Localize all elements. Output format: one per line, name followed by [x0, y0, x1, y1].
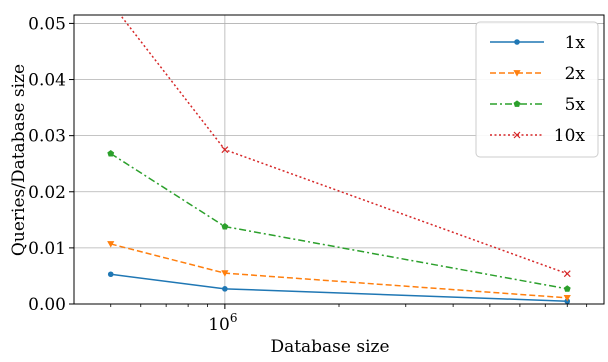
y-tick-label: 0.00 — [28, 295, 66, 315]
series-line — [110, 273, 568, 302]
legend-entry: 10x — [490, 126, 585, 146]
series-5x — [107, 150, 571, 292]
y-tick-label: 0.01 — [28, 239, 66, 259]
x-tick-label: 106 — [208, 311, 237, 335]
legend-marker — [513, 100, 521, 107]
legend-marker — [513, 131, 521, 139]
series-line — [110, 152, 568, 290]
y-tick-label: 0.02 — [28, 183, 66, 203]
legend-entry: 5x — [490, 95, 585, 115]
legend-marker — [513, 70, 521, 77]
data-point — [563, 270, 571, 278]
series-1x — [107, 271, 571, 304]
x-axis-label: Database size — [270, 337, 389, 357]
y-tick-label: 0.03 — [28, 127, 66, 147]
axis-ticks: 0.00 0.01 0.02 0.03 0.04 0.05 106 — [28, 14, 588, 335]
data-point — [563, 285, 571, 292]
x-tick-exponent: 6 — [230, 311, 238, 325]
legend-label: 1x — [565, 33, 586, 53]
series-line — [110, 243, 568, 299]
data-point — [107, 271, 114, 278]
y-axis-label: Queries/Database size — [9, 64, 29, 256]
series-10x — [108, 0, 571, 278]
legend-label: 5x — [565, 95, 586, 115]
x-tick-base: 10 — [208, 315, 230, 335]
legend-entry: 2x — [490, 64, 585, 84]
data-point — [221, 270, 229, 277]
y-tick-label: 0.05 — [28, 14, 66, 34]
y-tick-label: 0.04 — [28, 71, 66, 91]
data-point — [222, 286, 228, 292]
legend-label: 10x — [554, 126, 586, 146]
data-point — [563, 294, 571, 302]
legend-marker — [514, 39, 520, 45]
data-point — [221, 222, 229, 230]
series-2x — [107, 241, 571, 302]
data-point — [107, 150, 115, 157]
legend: 1x 2x 5x 10x — [475, 21, 599, 158]
legend-entry: 1x — [490, 33, 585, 53]
data-point — [107, 241, 115, 248]
legend-label: 2x — [565, 64, 586, 84]
series-layer — [107, 0, 571, 304]
data-point — [108, 0, 114, 6]
data-point — [221, 146, 229, 154]
legend-box — [475, 21, 599, 158]
